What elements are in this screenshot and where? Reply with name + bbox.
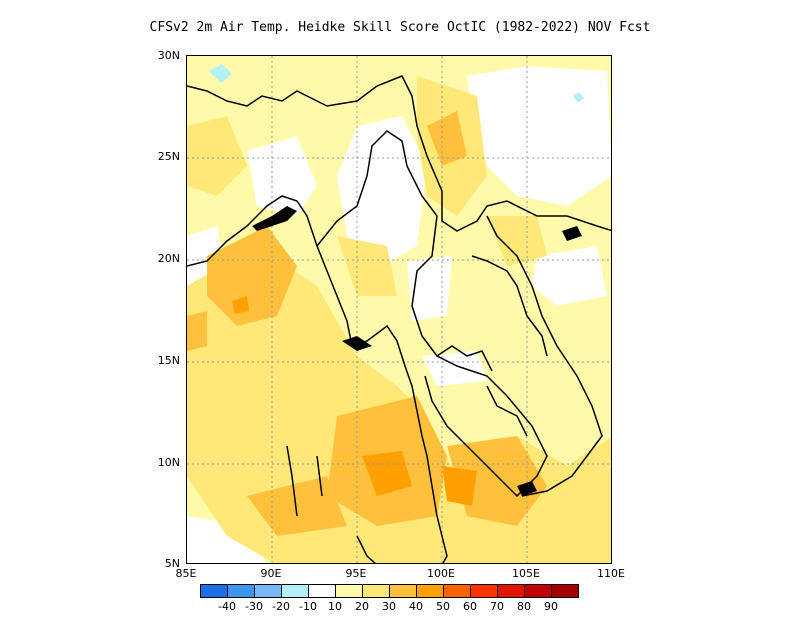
lat-tick-25n: 25N	[157, 150, 180, 163]
colorbar-label: -30	[245, 600, 263, 613]
colorbar-swatch	[497, 584, 525, 598]
colorbar-label: -10	[299, 600, 317, 613]
lon-tick-105e: 105E	[512, 567, 540, 580]
colorbar-swatch	[416, 584, 444, 598]
lat-tick-15n: 15N	[157, 354, 180, 367]
colorbar-label: 30	[382, 600, 396, 613]
colorbar-swatch	[335, 584, 363, 598]
lon-tick-90e: 90E	[260, 567, 282, 580]
map-gridlines	[187, 56, 611, 563]
colorbar-label: 60	[463, 600, 477, 613]
colorbar-swatch	[362, 584, 390, 598]
skill-field-low	[187, 66, 611, 563]
lon-tick-110e: 110E	[597, 567, 625, 580]
lon-tick-95e: 95E	[345, 567, 367, 580]
lat-tick-30n: 30N	[157, 49, 180, 62]
colorbar-label: 50	[436, 600, 450, 613]
lat-tick-10n: 10N	[157, 456, 180, 469]
colorbar-label: -40	[218, 600, 236, 613]
map-panel	[186, 55, 612, 564]
colorbar-label: 40	[409, 600, 423, 613]
colorbar-swatch	[389, 584, 417, 598]
colorbar-swatch	[308, 584, 336, 598]
lat-tick-20n: 20N	[157, 252, 180, 265]
lat-tick-5n: 5N	[164, 557, 180, 570]
lon-tick-85e: 85E	[175, 567, 197, 580]
skill-score-map	[187, 56, 611, 563]
colorbar	[200, 584, 579, 598]
colorbar-swatch	[254, 584, 282, 598]
colorbar-swatch	[200, 584, 228, 598]
colorbar-label: 80	[517, 600, 531, 613]
skill-field-negative	[209, 64, 584, 103]
colorbar-swatch	[470, 584, 498, 598]
delta-coastline	[252, 206, 582, 496]
colorbar-swatch	[551, 584, 579, 598]
colorbar-swatch	[281, 584, 309, 598]
colorbar-label: 90	[544, 600, 558, 613]
map-title: CFSv2 2m Air Temp. Heidke Skill Score Oc…	[149, 20, 651, 35]
lon-tick-100e: 100E	[427, 567, 455, 580]
colorbar-swatch	[524, 584, 552, 598]
colorbar-label: 10	[328, 600, 342, 613]
colorbar-label: 20	[355, 600, 369, 613]
colorbar-label: -20	[272, 600, 290, 613]
colorbar-swatch	[227, 584, 255, 598]
colorbar-swatch	[443, 584, 471, 598]
skill-field-40-50	[232, 296, 477, 506]
colorbar-label: 70	[490, 600, 504, 613]
